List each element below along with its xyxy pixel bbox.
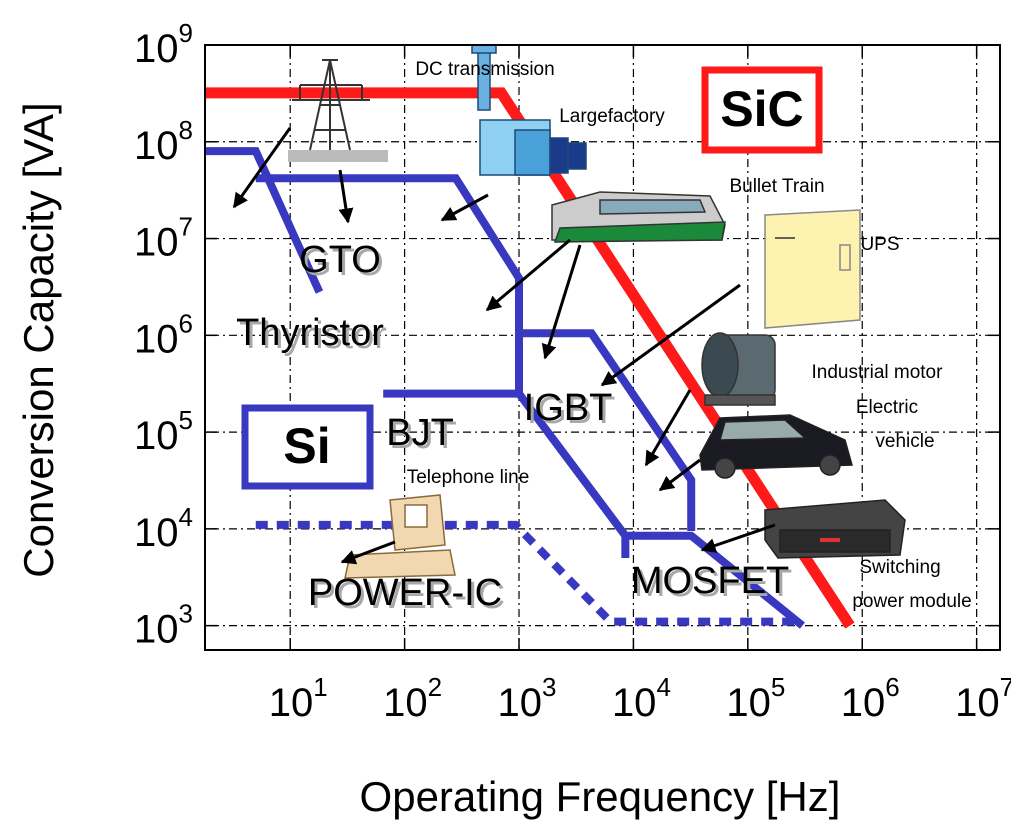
tick-exponent: 2 bbox=[428, 672, 442, 702]
ups-icon bbox=[765, 210, 860, 328]
series-label: MOSFET bbox=[631, 560, 789, 602]
series-label: IGBT bbox=[524, 387, 613, 429]
tick-exponent: 7 bbox=[1000, 672, 1011, 702]
series-label: Thyristor bbox=[236, 312, 384, 354]
telephone-icon bbox=[345, 495, 455, 578]
annotation: DC transmission bbox=[415, 59, 554, 80]
train-icon bbox=[552, 192, 725, 242]
annotation: power module bbox=[852, 591, 971, 612]
tick-exponent: 1 bbox=[313, 672, 327, 702]
tick-base: 10 bbox=[134, 123, 179, 167]
tick-label: 104 bbox=[612, 672, 671, 725]
arrow bbox=[234, 128, 290, 207]
tick-base: 10 bbox=[955, 681, 1000, 725]
tick-label: 103 bbox=[134, 599, 193, 652]
tick-exponent: 9 bbox=[179, 18, 193, 48]
annotation: Industrial motor bbox=[812, 362, 944, 383]
tick-label: 107 bbox=[134, 211, 193, 264]
tick-base: 10 bbox=[134, 27, 179, 71]
tick-label: 106 bbox=[134, 308, 193, 361]
tick-exponent: 5 bbox=[179, 405, 193, 435]
tick-base: 10 bbox=[134, 607, 179, 651]
arrow bbox=[545, 245, 580, 358]
tick-exponent: 4 bbox=[179, 502, 193, 532]
tick-base: 10 bbox=[841, 681, 886, 725]
tower-icon bbox=[288, 60, 388, 162]
tick-label: 106 bbox=[841, 672, 900, 725]
tick-base: 10 bbox=[134, 414, 179, 458]
tick-label: 105 bbox=[134, 405, 193, 458]
annotation: Largefactory bbox=[559, 106, 665, 127]
tick-label: 104 bbox=[134, 502, 193, 555]
annotation: vehicle bbox=[875, 431, 934, 452]
annotation: Switching bbox=[859, 557, 940, 578]
tick-exponent: 5 bbox=[771, 672, 785, 702]
annotation: Bullet Train bbox=[729, 176, 824, 197]
tick-label: 105 bbox=[726, 672, 785, 725]
tick-exponent: 6 bbox=[179, 308, 193, 338]
tick-exponent: 6 bbox=[885, 672, 899, 702]
y-axis-title: Conversion Capacity [VA] bbox=[15, 102, 62, 577]
tick-exponent: 3 bbox=[179, 599, 193, 629]
series-label: POWER-IC bbox=[308, 572, 502, 614]
tick-label: 103 bbox=[498, 672, 557, 725]
chart: Operating Frequency [Hz] Conversion Capa… bbox=[0, 0, 1011, 826]
tick-label: 108 bbox=[134, 115, 193, 168]
tick-exponent: 8 bbox=[179, 115, 193, 145]
series-line bbox=[256, 178, 519, 395]
tick-label: 102 bbox=[383, 672, 442, 725]
tick-base: 10 bbox=[726, 681, 771, 725]
annotation: Electric bbox=[856, 397, 918, 418]
tick-base: 10 bbox=[383, 681, 428, 725]
tick-label: 101 bbox=[269, 672, 328, 725]
annotation: Telephone line bbox=[407, 467, 530, 488]
tick-base: 10 bbox=[498, 681, 543, 725]
car-icon bbox=[700, 415, 852, 478]
tick-base: 10 bbox=[612, 681, 657, 725]
tick-label: 109 bbox=[134, 18, 193, 71]
series-label: BJT bbox=[386, 412, 454, 454]
motor-icon bbox=[702, 333, 775, 405]
tick-exponent: 7 bbox=[179, 211, 193, 241]
tick-exponent: 3 bbox=[542, 672, 556, 702]
vcr-icon bbox=[765, 500, 905, 558]
series-label: SiC bbox=[720, 81, 803, 137]
si-label: Si bbox=[283, 418, 330, 474]
tick-label: 107 bbox=[955, 672, 1011, 725]
tick-base: 10 bbox=[134, 317, 179, 361]
tick-exponent: 4 bbox=[656, 672, 670, 702]
series-label: GTO bbox=[299, 239, 381, 281]
tick-base: 10 bbox=[134, 510, 179, 554]
tick-base: 10 bbox=[134, 220, 179, 264]
tick-base: 10 bbox=[269, 681, 314, 725]
annotation: UPS bbox=[860, 234, 899, 255]
x-axis-title: Operating Frequency [Hz] bbox=[360, 773, 841, 820]
